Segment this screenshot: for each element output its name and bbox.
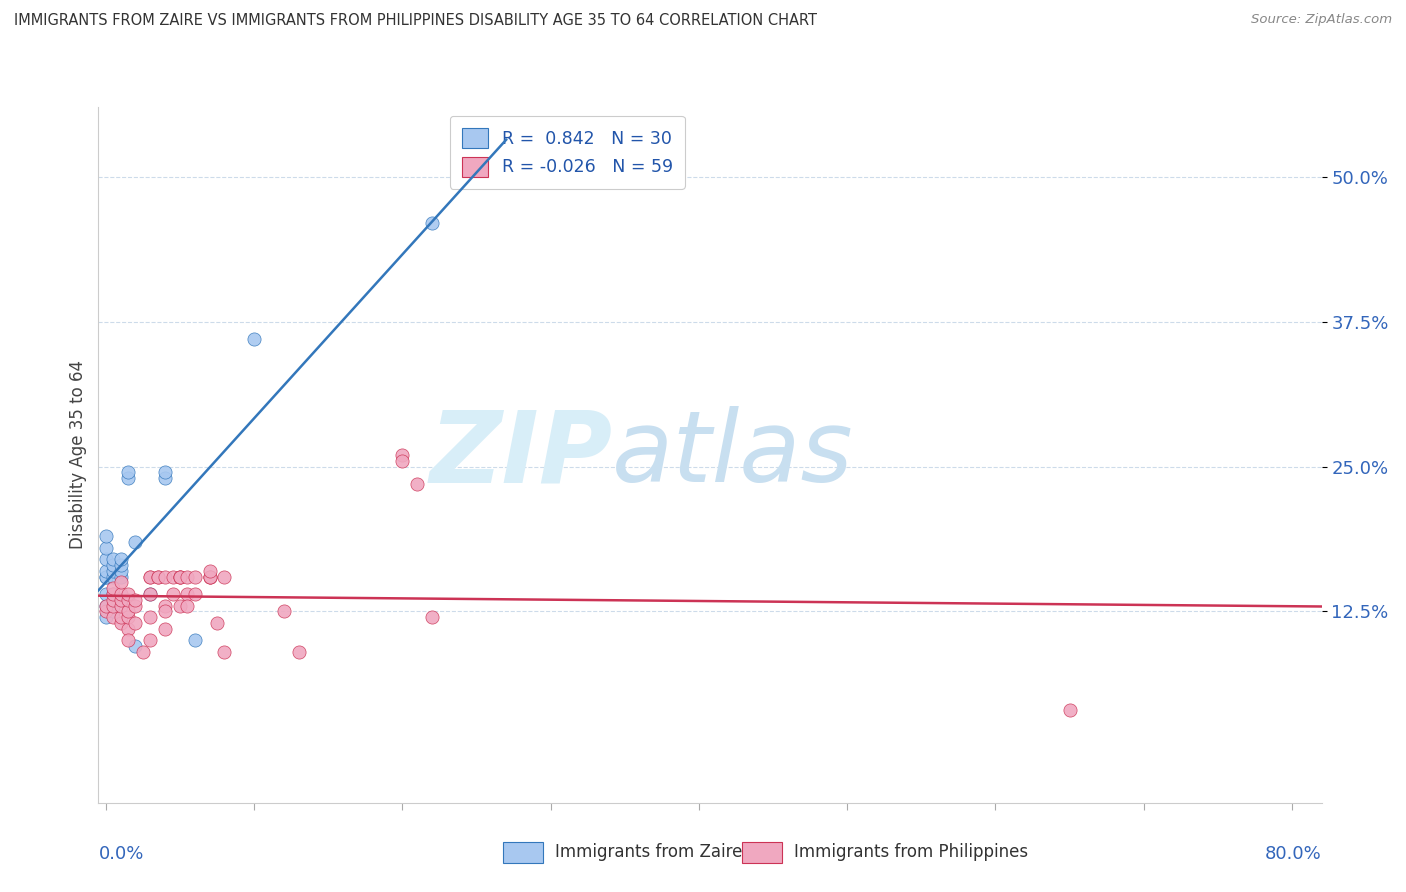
Point bbox=[94, 570, 117, 584]
Point bbox=[94, 610, 117, 624]
Point bbox=[176, 587, 198, 601]
Point bbox=[103, 587, 125, 601]
Point bbox=[169, 570, 191, 584]
Point bbox=[117, 605, 139, 619]
Point bbox=[420, 610, 443, 624]
Point bbox=[110, 570, 132, 584]
Point bbox=[110, 587, 132, 601]
Point bbox=[184, 587, 207, 601]
Point bbox=[124, 639, 146, 653]
Point bbox=[243, 332, 266, 346]
Point bbox=[94, 552, 117, 566]
Point bbox=[117, 610, 139, 624]
Point bbox=[198, 570, 221, 584]
Point bbox=[184, 633, 207, 648]
Text: Source: ZipAtlas.com: Source: ZipAtlas.com bbox=[1251, 13, 1392, 27]
Point bbox=[124, 599, 146, 613]
Point bbox=[391, 453, 413, 467]
Point bbox=[103, 610, 125, 624]
Point bbox=[162, 587, 184, 601]
Point bbox=[103, 564, 125, 578]
Point bbox=[184, 570, 207, 584]
Point bbox=[117, 592, 139, 607]
Point bbox=[153, 622, 176, 636]
Point bbox=[94, 529, 117, 543]
Point bbox=[139, 610, 162, 624]
Point bbox=[273, 605, 295, 619]
Point bbox=[146, 570, 169, 584]
Point bbox=[117, 471, 139, 485]
Point bbox=[103, 592, 125, 607]
Point bbox=[124, 534, 146, 549]
Point bbox=[214, 645, 236, 659]
Point bbox=[110, 558, 132, 573]
Point bbox=[124, 615, 146, 630]
Point bbox=[162, 570, 184, 584]
Point bbox=[391, 448, 413, 462]
Point bbox=[153, 471, 176, 485]
Point bbox=[94, 605, 117, 619]
Point bbox=[110, 592, 132, 607]
Text: Immigrants from Philippines: Immigrants from Philippines bbox=[794, 843, 1029, 861]
Point bbox=[103, 552, 125, 566]
Point bbox=[124, 592, 146, 607]
Point bbox=[94, 599, 117, 613]
Point bbox=[214, 570, 236, 584]
Point bbox=[94, 570, 117, 584]
Point bbox=[205, 615, 228, 630]
Point bbox=[198, 570, 221, 584]
Point bbox=[117, 466, 139, 480]
Legend: R =  0.842   N = 30, R = -0.026   N = 59: R = 0.842 N = 30, R = -0.026 N = 59 bbox=[450, 116, 685, 189]
Point bbox=[103, 570, 125, 584]
Point bbox=[153, 466, 176, 480]
Point bbox=[103, 599, 125, 613]
Text: atlas: atlas bbox=[612, 407, 853, 503]
Point bbox=[110, 575, 132, 590]
Point bbox=[110, 615, 132, 630]
Point bbox=[139, 570, 162, 584]
Point bbox=[117, 587, 139, 601]
Text: IMMIGRANTS FROM ZAIRE VS IMMIGRANTS FROM PHILIPPINES DISABILITY AGE 35 TO 64 COR: IMMIGRANTS FROM ZAIRE VS IMMIGRANTS FROM… bbox=[14, 13, 817, 29]
Point bbox=[153, 570, 176, 584]
Point bbox=[94, 587, 117, 601]
Point bbox=[420, 216, 443, 230]
Point bbox=[110, 610, 132, 624]
Point bbox=[103, 587, 125, 601]
Point bbox=[146, 570, 169, 584]
Point bbox=[117, 633, 139, 648]
Point bbox=[169, 599, 191, 613]
Point bbox=[198, 570, 221, 584]
Point bbox=[169, 570, 191, 584]
Point bbox=[153, 605, 176, 619]
Point bbox=[139, 570, 162, 584]
Point bbox=[1059, 703, 1081, 717]
Point bbox=[103, 558, 125, 573]
Point bbox=[169, 570, 191, 584]
Point bbox=[139, 633, 162, 648]
Y-axis label: Disability Age 35 to 64: Disability Age 35 to 64 bbox=[69, 360, 87, 549]
Point bbox=[103, 599, 125, 613]
Point bbox=[103, 582, 125, 596]
Point bbox=[406, 476, 429, 491]
Point bbox=[139, 587, 162, 601]
Point bbox=[94, 599, 117, 613]
Point bbox=[94, 541, 117, 555]
Point bbox=[103, 605, 125, 619]
Point bbox=[153, 599, 176, 613]
Point bbox=[176, 570, 198, 584]
Text: Immigrants from Zaire: Immigrants from Zaire bbox=[555, 843, 742, 861]
Point bbox=[110, 599, 132, 613]
Point bbox=[132, 645, 155, 659]
Point bbox=[110, 564, 132, 578]
Point bbox=[117, 622, 139, 636]
Point bbox=[139, 587, 162, 601]
Point bbox=[198, 564, 221, 578]
Text: ZIP: ZIP bbox=[429, 407, 612, 503]
Text: 80.0%: 80.0% bbox=[1265, 845, 1322, 863]
Text: 0.0%: 0.0% bbox=[98, 845, 143, 863]
Point bbox=[176, 599, 198, 613]
Point bbox=[110, 552, 132, 566]
Point bbox=[94, 564, 117, 578]
Point bbox=[287, 645, 309, 659]
